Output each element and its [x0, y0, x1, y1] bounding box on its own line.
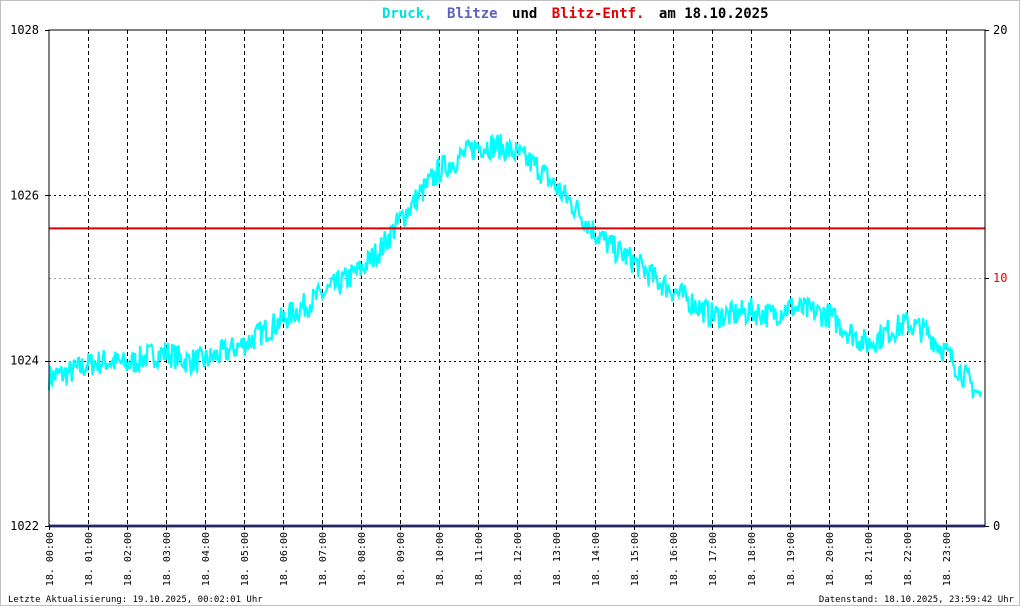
x-tick-label: 18. 04:00	[201, 532, 212, 586]
footer-last-update: Letzte Aktualisierung: 19.10.2025, 00:02…	[8, 595, 263, 605]
x-tick-label: 18. 07:00	[318, 532, 329, 586]
x-tick-label: 18. 02:00	[123, 532, 134, 586]
x-tick-label: 18. 08:00	[357, 532, 368, 586]
x-tick-label: 18. 06:00	[279, 532, 290, 586]
footer-data-status: Datenstand: 18.10.2025, 23:59:42 Uhr	[819, 595, 1015, 605]
x-tick-label: 18. 22:00	[903, 532, 914, 586]
x-tick-label: 18. 12:00	[513, 532, 524, 586]
y-left-tick-label: 1022	[10, 519, 39, 533]
x-tick-label: 18. 01:00	[84, 532, 95, 586]
x-tick-label: 18. 17:00	[708, 532, 719, 586]
title-distance: Blitz-Entf.	[552, 6, 645, 22]
x-tick-label: 18. 19:00	[786, 532, 797, 586]
title-lightning: Blitze	[447, 6, 498, 22]
x-tick-label: 18. 20:00	[825, 532, 836, 586]
y-right-tick-label: 0	[993, 519, 1000, 533]
x-tick-label: 18. 14:00	[591, 532, 602, 586]
x-tick-label: 18. 23:00	[942, 532, 953, 586]
title-and: und	[512, 6, 537, 22]
x-tick-label: 18. 15:00	[630, 532, 641, 586]
y-left-tick-label: 1028	[10, 23, 39, 37]
series-pressure-line	[47, 133, 983, 399]
title-pressure: Druck,	[382, 6, 433, 22]
x-tick-label: 18. 13:00	[552, 532, 563, 586]
x-tick-label: 18. 09:00	[396, 532, 407, 586]
y-right-tick-label: 10	[993, 271, 1007, 285]
x-tick-label: 18. 18:00	[747, 532, 758, 586]
axes: 1022 1024 1026 1028 0 10 20 18. 00:00 18. 01:00 1…	[10, 23, 1007, 586]
x-tick-label: 18. 10:00	[435, 532, 446, 586]
grid	[49, 30, 985, 526]
x-tick-label: 18. 00:00	[45, 532, 56, 586]
x-tick-label: 18. 05:00	[240, 532, 251, 586]
chart-title: Druck, Blitze und Blitz-Entf. am 18.10.2…	[382, 6, 769, 22]
x-tick-label: 18. 21:00	[864, 532, 875, 586]
y-left-tick-label: 1026	[10, 188, 39, 202]
title-date: am 18.10.2025	[659, 6, 769, 22]
x-tick-label: 18. 11:00	[474, 532, 485, 586]
y-right-tick-label: 20	[993, 23, 1007, 37]
y-left-tick-label: 1024	[10, 354, 39, 368]
x-tick-label: 18. 03:00	[162, 532, 173, 586]
x-tick-label: 18. 16:00	[669, 532, 680, 586]
